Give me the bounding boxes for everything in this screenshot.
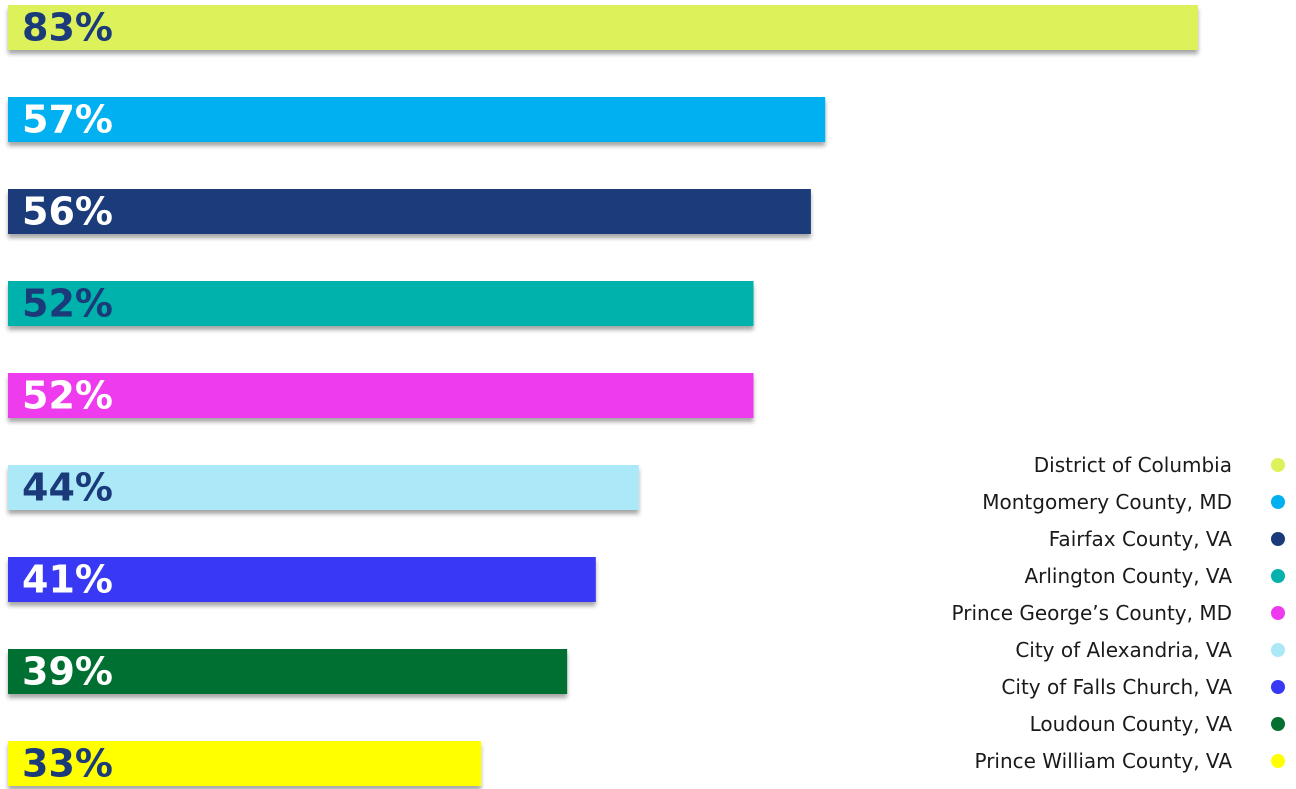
bar-6 (8, 465, 639, 510)
bar-value-label: 57% (22, 98, 113, 142)
legend-dot-icon (1271, 606, 1285, 620)
legend-label: City of Falls Church, VA (1001, 675, 1232, 699)
bar-value-label: 44% (22, 466, 113, 510)
bar-4 (8, 281, 754, 326)
bar-value-label: 83% (22, 6, 113, 50)
legend-label: Prince George’s County, MD (952, 601, 1232, 625)
bar-2 (8, 97, 826, 142)
bar-value-label: 52% (22, 282, 113, 326)
bar-value-label: 41% (22, 558, 113, 602)
legend-dot-icon (1271, 754, 1285, 768)
bar-value-label: 39% (22, 650, 113, 694)
legend-dot-icon (1271, 458, 1285, 472)
bar-1 (8, 5, 1198, 50)
bar-7 (8, 557, 596, 602)
legend-label: Arlington County, VA (1024, 564, 1232, 588)
bar-5 (8, 373, 754, 418)
legend-dot-icon (1271, 680, 1285, 694)
bar-3 (8, 189, 811, 234)
legend-dot-icon (1271, 717, 1285, 731)
legend-label: Loudoun County, VA (1030, 712, 1233, 736)
legend-dot-icon (1271, 495, 1285, 509)
bar-8 (8, 649, 568, 694)
legend-label: District of Columbia (1034, 453, 1232, 477)
legend-label: City of Alexandria, VA (1015, 638, 1232, 662)
bar-9 (8, 741, 482, 786)
legend: District of Columbia Montgomery County, M… (952, 453, 1285, 773)
bar-value-label: 56% (22, 190, 113, 234)
bar-value-label: 33% (22, 742, 113, 786)
legend-dot-icon (1271, 569, 1285, 583)
bar-value-label: 52% (22, 374, 113, 418)
legend-label: Montgomery County, MD (982, 490, 1232, 514)
legend-label: Prince William County, VA (974, 749, 1232, 773)
legend-label: Fairfax County, VA (1049, 527, 1233, 551)
legend-dot-icon (1271, 532, 1285, 546)
legend-dot-icon (1271, 643, 1285, 657)
bars-group: 83% 57% 56% 52% 52% 44% 41% 39% 33% (8, 5, 1198, 786)
